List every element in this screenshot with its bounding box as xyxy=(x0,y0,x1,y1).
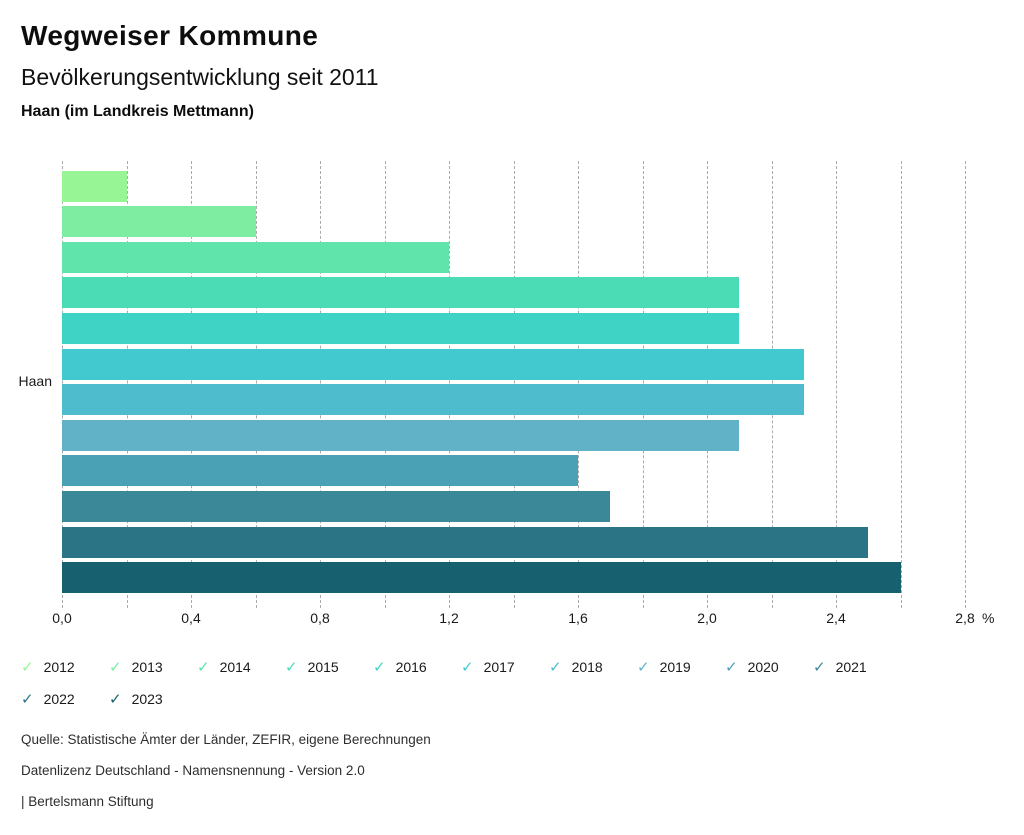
legend-item-2015[interactable]: ✓ 2015 xyxy=(285,656,373,678)
legend-item-label: 2018 xyxy=(571,659,603,675)
legend-item-label: 2021 xyxy=(835,659,867,675)
bar-2023[interactable] xyxy=(62,562,901,594)
x-tick-label: 1,2 xyxy=(439,610,459,626)
unit-label: % xyxy=(982,610,995,626)
x-tick-label: 0,0 xyxy=(52,610,72,626)
legend-item-2023[interactable]: ✓ 2023 xyxy=(109,688,197,710)
chart-subtitle: Bevölkerungsentwicklung seit 2011 xyxy=(21,64,379,90)
x-tick-label: 2,0 xyxy=(697,610,717,626)
bar-2013[interactable] xyxy=(62,206,256,238)
attribution-text: | Bertelsmann Stiftung xyxy=(21,794,154,809)
check-icon: ✓ xyxy=(637,658,650,676)
bar-chart: 0,0 0,4 0,8 1,2 1,6 2,0 2,4 2,8 % xyxy=(52,161,994,661)
legend-item-2018[interactable]: ✓ 2018 xyxy=(549,656,637,678)
legend-item-2022[interactable]: ✓ 2022 xyxy=(21,688,109,710)
x-tick-label: 0,8 xyxy=(310,610,330,626)
legend-item-2014[interactable]: ✓ 2014 xyxy=(197,656,285,678)
gridline xyxy=(965,161,966,608)
bar-2021[interactable] xyxy=(62,490,611,522)
legend-item-2020[interactable]: ✓ 2020 xyxy=(725,656,813,678)
bar-2016[interactable] xyxy=(62,312,740,344)
legend-item-label: 2022 xyxy=(43,691,75,707)
source-text: Quelle: Statistische Ämter der Länder, Z… xyxy=(21,732,431,747)
legend-item-label: 2015 xyxy=(307,659,339,675)
gridline xyxy=(836,161,837,608)
check-icon: ✓ xyxy=(373,658,386,676)
gridline xyxy=(900,161,902,608)
x-tick-label: 1,6 xyxy=(568,610,588,626)
legend-item-label: 2023 xyxy=(131,691,163,707)
check-icon: ✓ xyxy=(725,658,738,676)
legend-item-label: 2019 xyxy=(659,659,691,675)
bar-2022[interactable] xyxy=(62,526,869,558)
check-icon: ✓ xyxy=(813,658,826,676)
legend-item-label: 2013 xyxy=(131,659,163,675)
page-title: Wegweiser Kommune xyxy=(21,20,319,51)
check-icon: ✓ xyxy=(461,658,474,676)
legend-item-2013[interactable]: ✓ 2013 xyxy=(109,656,197,678)
legend-item-label: 2017 xyxy=(483,659,515,675)
check-icon: ✓ xyxy=(109,690,122,708)
legend: ✓ 2012 ✓ 2013 ✓ 2014 ✓ 2015 ✓ 2016 ✓ 2017 ✓ 2018 ✓ 2019… xyxy=(21,656,923,710)
check-icon: ✓ xyxy=(21,690,34,708)
bar-2018[interactable] xyxy=(62,384,804,416)
x-tick-label: 0,4 xyxy=(181,610,201,626)
check-icon: ✓ xyxy=(197,658,210,676)
bar-2017[interactable] xyxy=(62,348,804,380)
legend-item-label: 2020 xyxy=(747,659,779,675)
check-icon: ✓ xyxy=(549,658,562,676)
license-text: Datenlizenz Deutschland - Namensnennung … xyxy=(21,763,365,778)
legend-item-2012[interactable]: ✓ 2012 xyxy=(21,656,109,678)
region-heading: Haan (im Landkreis Mettmann) xyxy=(21,103,254,120)
plot-area xyxy=(62,161,966,608)
y-axis-label: Haan xyxy=(18,373,52,389)
x-tick-label: 2,4 xyxy=(826,610,846,626)
check-icon: ✓ xyxy=(285,658,298,676)
bar-2015[interactable] xyxy=(62,277,740,309)
check-icon: ✓ xyxy=(109,658,122,676)
legend-item-2021[interactable]: ✓ 2021 xyxy=(813,656,901,678)
legend-item-2016[interactable]: ✓ 2016 xyxy=(373,656,461,678)
x-tick-label: 2,8 xyxy=(955,610,975,626)
check-icon: ✓ xyxy=(21,658,34,676)
bar-2012[interactable] xyxy=(62,170,127,202)
legend-item-label: 2016 xyxy=(395,659,427,675)
bar-2019[interactable] xyxy=(62,419,740,451)
legend-item-2019[interactable]: ✓ 2019 xyxy=(637,656,725,678)
bar-2020[interactable] xyxy=(62,455,578,487)
legend-item-label: 2012 xyxy=(43,659,75,675)
bar-2014[interactable] xyxy=(62,241,449,273)
legend-item-2017[interactable]: ✓ 2017 xyxy=(461,656,549,678)
legend-item-label: 2014 xyxy=(219,659,251,675)
